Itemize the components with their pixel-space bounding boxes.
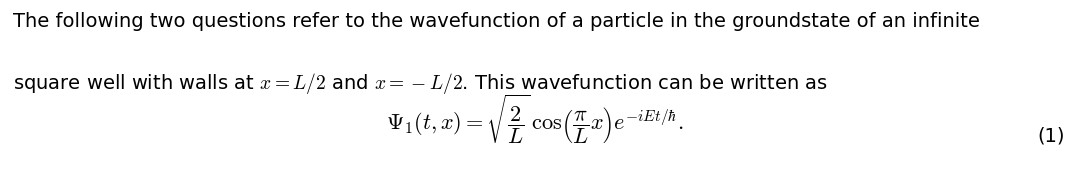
Text: The following two questions refer to the wavefunction of a particle in the groun: The following two questions refer to the… — [13, 12, 980, 32]
Text: square well with walls at $x = L/2$ and $x = -L/2$. This wavefunction can be wri: square well with walls at $x = L/2$ and … — [13, 71, 828, 96]
Text: $\Psi_1(t, x) = \sqrt{\dfrac{2}{L}}\,\cos\!\left(\dfrac{\pi}{L}x\right)e^{-iEt/\: $\Psi_1(t, x) = \sqrt{\dfrac{2}{L}}\,\co… — [386, 93, 684, 146]
Text: (1): (1) — [1037, 127, 1065, 146]
